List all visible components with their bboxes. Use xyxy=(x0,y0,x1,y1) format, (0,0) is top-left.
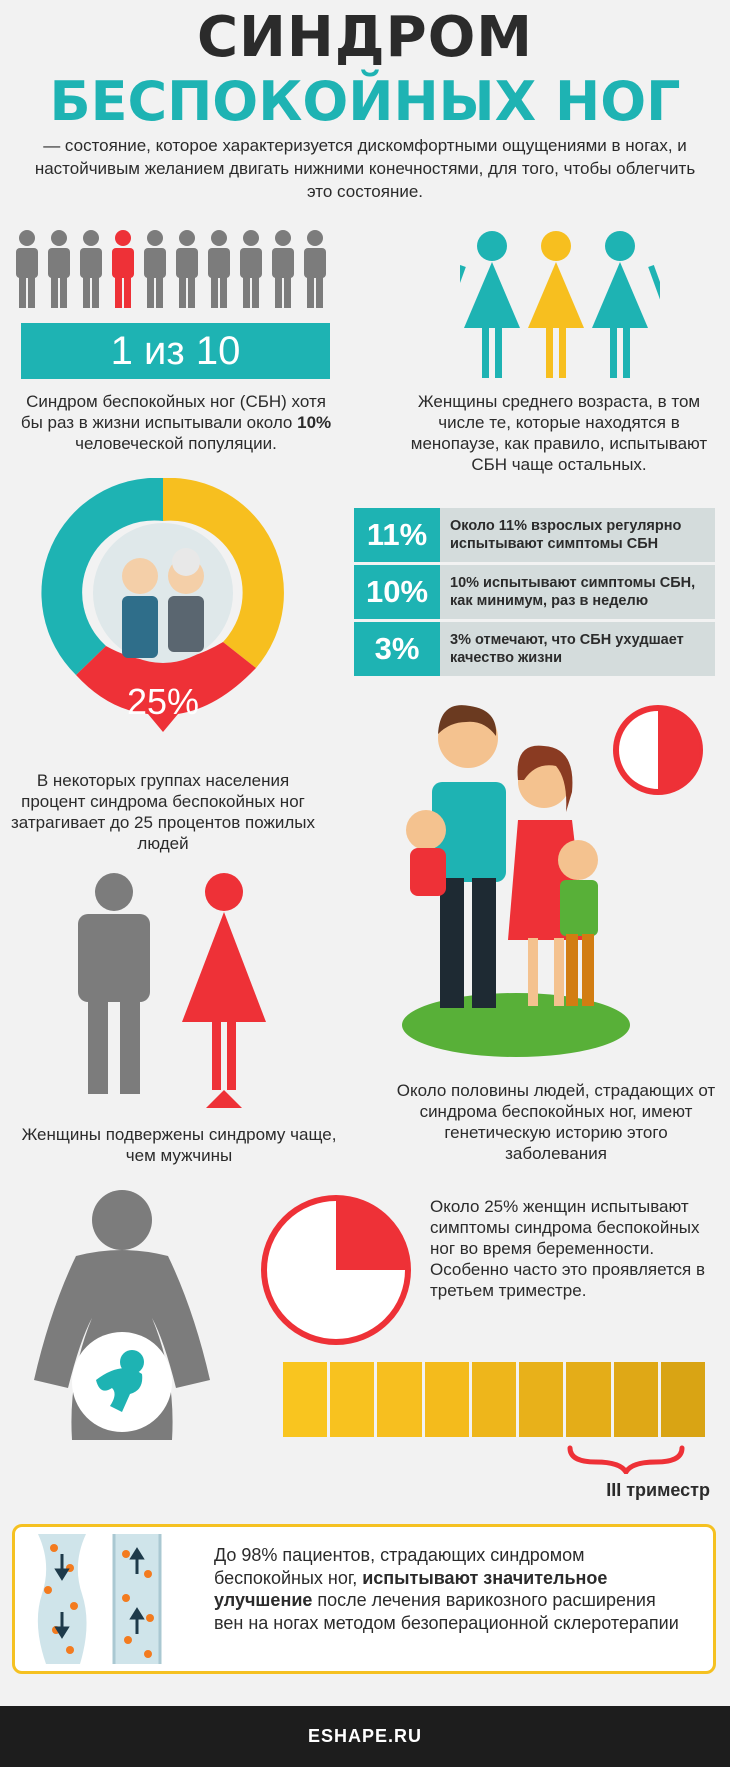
stat-number: 10% xyxy=(354,565,440,619)
month-cell xyxy=(660,1362,705,1437)
family-illustration xyxy=(402,705,630,1057)
elderly-couple-illustration xyxy=(93,523,233,663)
one-in-ten-badge: 1 из 10 xyxy=(21,323,330,379)
title-line2: БЕСПОКОЙНЫХ НОГ xyxy=(49,70,681,133)
one-in-ten-text: Синдром беспокойных ног (СБН) хотя бы ра… xyxy=(20,392,332,453)
stat-row: 10% 10% испытывают симптомы СБН, как мин… xyxy=(354,565,715,619)
footer-site[interactable]: ESHAPE.RU xyxy=(0,1706,730,1767)
woman-icon xyxy=(528,231,584,378)
month-cell xyxy=(519,1362,564,1437)
month-cell xyxy=(330,1362,375,1437)
donut-segment-red xyxy=(76,642,256,732)
pregnant-woman-icon xyxy=(34,1190,210,1440)
elderly-text: В некоторых группах населения процент си… xyxy=(11,771,315,853)
woman-icon xyxy=(182,873,266,1108)
baby-icon xyxy=(96,1350,144,1412)
gender-figures xyxy=(78,873,266,1108)
month-cell xyxy=(283,1362,328,1437)
month-cell xyxy=(377,1362,422,1437)
population-figures xyxy=(16,230,326,308)
pregnancy-text: Около 25% женщин испытывают симптомы син… xyxy=(430,1197,706,1300)
person-icon xyxy=(240,230,262,308)
stat-row: 11% Около 11% взрослых регулярно испытыв… xyxy=(354,508,715,562)
title-line1: СИНДРОМ xyxy=(196,5,534,70)
trimester-bar xyxy=(283,1362,705,1437)
pie-quarter-icon xyxy=(261,1195,411,1345)
pie-half-icon xyxy=(613,705,703,795)
women-middle-age-text: Женщины среднего возраста, в том числе т… xyxy=(410,392,708,474)
stats-table: 11% Около 11% взрослых регулярно испытыв… xyxy=(354,508,715,679)
stat-text: Около 11% взрослых регулярно испытывают … xyxy=(440,508,715,562)
pointer-arrow xyxy=(206,1090,242,1108)
elderly-donut: 25% xyxy=(41,478,284,732)
person-icon xyxy=(176,230,198,308)
month-cell xyxy=(424,1362,469,1437)
intro-text: — состояние, которое характеризуется дис… xyxy=(34,136,696,201)
month-cell xyxy=(471,1362,517,1437)
donut-segment-teal xyxy=(41,478,163,675)
person-icon xyxy=(48,230,70,308)
donut-segment-yellow xyxy=(163,478,284,668)
stat-number: 11% xyxy=(354,508,440,562)
month-cell xyxy=(566,1362,611,1437)
person-icon xyxy=(16,230,38,308)
brace-icon xyxy=(567,1445,685,1474)
stat-number: 3% xyxy=(354,622,440,676)
person-icon xyxy=(304,230,326,308)
trimester-label: III триместр xyxy=(606,1480,710,1500)
person-icon xyxy=(208,230,230,308)
month-cell xyxy=(613,1362,658,1437)
person-icon xyxy=(80,230,102,308)
stat-text: 3% отмечают, что СБН ухудшает качество ж… xyxy=(440,622,715,676)
stat-row: 3% 3% отмечают, что СБН ухудшает качеств… xyxy=(354,622,715,676)
woman-icon xyxy=(592,231,660,378)
gender-text: Женщины подвержены синдрому чаще, чем му… xyxy=(21,1125,337,1165)
person-icon-highlighted xyxy=(112,230,134,308)
man-icon xyxy=(78,873,150,1094)
three-women-figures xyxy=(460,231,660,378)
stat-text: 10% испытывают симптомы СБН, как минимум… xyxy=(440,565,715,619)
genetic-text: Около половины людей, страдающих от синд… xyxy=(396,1081,716,1163)
woman-icon xyxy=(460,231,520,378)
elderly-percent: 25% xyxy=(127,681,199,722)
person-icon xyxy=(272,230,294,308)
person-icon xyxy=(144,230,166,308)
vein-icon xyxy=(37,1534,162,1664)
treatment-text: До 98% пациентов, страдающих синдромом б… xyxy=(214,1545,679,1633)
